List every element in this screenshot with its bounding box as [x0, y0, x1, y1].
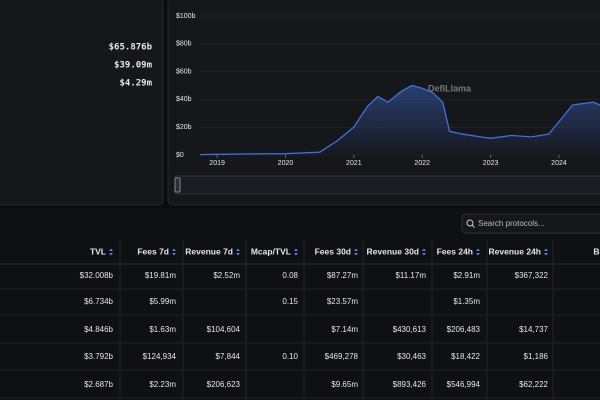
column-header[interactable]: Borrowed	[593, 246, 600, 256]
table-cell: $3.792b	[84, 352, 113, 361]
column-header[interactable]: Revenue 7d	[185, 246, 233, 256]
table-cell: $7,844	[216, 352, 241, 361]
range-slider[interactable]	[174, 175, 600, 195]
column-header[interactable]: Mcap/TVL	[251, 246, 291, 256]
sort-icon	[354, 248, 358, 256]
table-cell: $7.14m	[331, 325, 358, 334]
y-tick-label: $80b	[176, 41, 192, 48]
x-tick-label: 2020	[278, 160, 294, 167]
column-header[interactable]: Fees 24h	[437, 246, 473, 256]
sort-icon	[544, 248, 548, 256]
x-tick-label: 2022	[414, 160, 430, 167]
x-tick-label: 2021	[346, 160, 362, 167]
y-tick-label: $100b	[176, 13, 196, 20]
sort-icon	[109, 248, 113, 256]
table-cell: $2.52m	[213, 271, 240, 280]
table-cell: $430,613	[393, 325, 427, 334]
table-cell: $893,426	[393, 380, 427, 389]
table-cell: 0.08	[282, 271, 298, 280]
table-cell: $62,222	[519, 380, 548, 389]
table-cell: $546,994	[447, 380, 481, 389]
watermark: DefiLlama	[428, 83, 472, 93]
column-header[interactable]: Fees 30d	[315, 246, 351, 256]
table-cell: $104,604	[207, 325, 241, 334]
table-cell: $206,483	[447, 325, 481, 334]
table-cell: $87.27m	[327, 271, 358, 280]
table-cell: $32.008b	[80, 271, 114, 280]
table-cell: $30,463	[397, 352, 426, 361]
table-cell: $6.734b	[84, 297, 113, 306]
table-panel	[0, 208, 600, 400]
table-cell: $18,422	[451, 352, 480, 361]
column-header[interactable]: Fees 7d	[137, 246, 169, 256]
table-cell: $9.65m	[331, 380, 358, 389]
table-cell: $2.23m	[149, 380, 176, 389]
table-cell: $11.17m	[395, 271, 426, 280]
search-box[interactable]	[461, 213, 600, 234]
table-cell: $23.57m	[327, 297, 358, 306]
slider-handle[interactable]	[174, 177, 181, 193]
table-cell: $1.35m	[453, 297, 480, 306]
sort-icon	[236, 248, 240, 256]
stats-panel	[0, 0, 164, 206]
table-cell: $14,737	[519, 325, 548, 334]
column-header[interactable]: Revenue 30d	[367, 246, 419, 256]
table-cell: $469,278	[325, 352, 359, 361]
table-cell: $19.81m	[145, 271, 176, 280]
stat: $65.876b	[109, 43, 153, 53]
table-cell: $2.687b	[84, 380, 113, 389]
table-cell: $1,186	[524, 352, 549, 361]
stat: $4.29m	[119, 79, 152, 89]
search-placeholder: Search protocols...	[478, 219, 545, 228]
table-cell: $1.63m	[149, 325, 176, 334]
table-cell: 0.15	[282, 297, 298, 306]
column-header[interactable]: TVL	[90, 246, 106, 256]
x-tick-label: 2023	[483, 160, 499, 167]
column-header[interactable]: Revenue 24h	[489, 246, 541, 256]
line	[199, 84, 600, 156]
sort-icon	[422, 248, 426, 256]
table-cell: $367,322	[515, 271, 549, 280]
table-cell: $4.846b	[84, 325, 113, 334]
y-tick-label: $60b	[176, 68, 192, 75]
x-tick-label: 2019	[209, 160, 225, 167]
y-tick-label: $40b	[176, 96, 192, 103]
table-cell: $2.91m	[453, 271, 480, 280]
sort-icon	[172, 248, 176, 256]
x-tick-label: 2024	[551, 160, 567, 167]
search-icon	[466, 219, 474, 227]
search-icon	[471, 224, 475, 228]
y-tick-label: $0	[176, 152, 184, 159]
table-cell: $5.99m	[149, 297, 176, 306]
table-cell: $206,623	[207, 380, 241, 389]
table-cell: 0.10	[282, 352, 298, 361]
sort-icon	[476, 248, 480, 256]
sort-icon	[294, 248, 298, 256]
stat: $39.09m	[114, 61, 153, 71]
y-tick-label: $20b	[176, 124, 192, 131]
table-cell: $124,934	[143, 352, 177, 361]
